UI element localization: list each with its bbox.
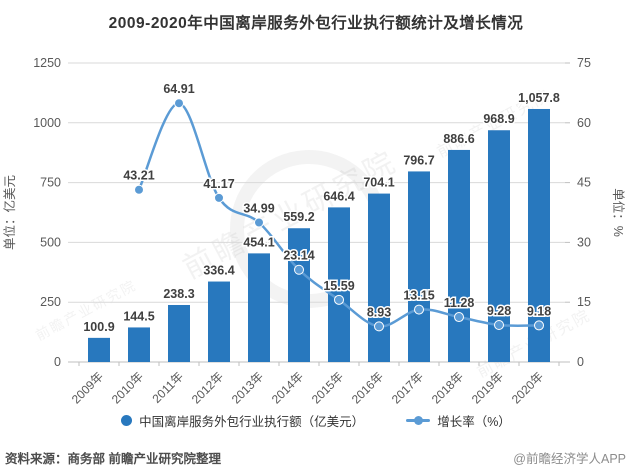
bar-label-2010年: 144.5 xyxy=(123,309,154,323)
line-point-2020年 xyxy=(534,320,544,331)
bar-label-2015年: 646.4 xyxy=(323,189,354,203)
left-axis-tick-label: 500 xyxy=(40,235,61,249)
x-axis-label-2010年: 2010年 xyxy=(109,369,146,406)
bar-2010年 xyxy=(128,327,150,362)
line-label-2018年: 11.28 xyxy=(444,296,475,310)
line-label-2016年: 8.93 xyxy=(367,305,391,319)
line-label-2015年: 15.59 xyxy=(323,279,354,293)
right-axis-tick-label: 0 xyxy=(577,355,584,369)
x-axis-label-2016年: 2016年 xyxy=(349,369,386,406)
x-axis-label-2015年: 2015年 xyxy=(309,369,346,406)
left-axis-title: 单位：亿美元 xyxy=(2,175,17,250)
growth-rate-line xyxy=(137,101,540,328)
line-point-2012年 xyxy=(214,192,224,203)
bar-2018年 xyxy=(448,149,470,362)
legend-item-bar-series[interactable]: 中国离岸服务外包行业执行额（亿美元） xyxy=(121,411,364,430)
bar-label-2018年: 886.6 xyxy=(443,132,474,146)
right-axis-tick-label: 60 xyxy=(577,116,591,130)
line-label-2014年: 23.14 xyxy=(283,249,314,263)
right-axis-title: 单位：% xyxy=(611,188,626,237)
bar-2011年 xyxy=(168,304,190,362)
line-point-2014年 xyxy=(294,264,304,275)
line-label-2012年: 41.17 xyxy=(203,177,234,191)
bar-2015年 xyxy=(328,207,350,362)
left-axis-tick-label: 250 xyxy=(40,295,61,309)
x-axis-label-2011年: 2011年 xyxy=(149,369,186,406)
bar-2012年 xyxy=(208,281,230,362)
chart-title: 2009-2020年中国离岸服务外包行业执行额统计及增长情况 xyxy=(108,15,524,32)
left-axis-tick-label: 750 xyxy=(40,176,61,190)
bar-2016年 xyxy=(368,193,390,362)
chart-legend: 中国离岸服务外包行业执行额（亿美元） 增长率（%） xyxy=(0,411,632,430)
line-label-2011年: 64.91 xyxy=(163,82,194,96)
x-axis-label-2019年: 2019年 xyxy=(469,369,506,406)
line-point-2015年 xyxy=(334,294,344,305)
line-label-2010年: 43.21 xyxy=(123,169,154,183)
left-axis-tick-label: 1000 xyxy=(33,116,61,130)
line-label-2019年: 9.28 xyxy=(487,304,511,318)
brand-credit: @前瞻经济学人APP xyxy=(513,452,626,466)
right-axis-tick-label: 45 xyxy=(577,176,591,190)
bar-2014年 xyxy=(288,228,310,362)
footer: 资料来源：商务部 前瞻产业研究院整理 @前瞻经济学人APP xyxy=(0,448,632,467)
bar-label-2017年: 796.7 xyxy=(403,153,434,167)
source-note: 资料来源：商务部 前瞻产业研究院整理 xyxy=(5,452,221,466)
bar-label-2014年: 559.2 xyxy=(283,210,314,224)
line-point-2010年 xyxy=(134,184,144,195)
bar-series-marker-icon xyxy=(121,415,133,426)
x-axis-label-2018年: 2018年 xyxy=(429,369,466,406)
legend-bar-label: 中国离岸服务外包行业执行额（亿美元） xyxy=(139,415,365,429)
line-point-2016年 xyxy=(374,321,384,332)
x-axis-label-2020年: 2020年 xyxy=(509,369,546,406)
right-axis-tick-label: 30 xyxy=(577,235,591,249)
line-point-2011年 xyxy=(174,98,184,109)
bar-label-2011年: 238.3 xyxy=(163,287,194,301)
right-axis-tick-label: 75 xyxy=(577,56,591,70)
bar-label-2019年: 968.9 xyxy=(483,112,514,126)
left-axis-tick-label: 0 xyxy=(54,355,61,369)
line-point-2013年 xyxy=(254,217,264,228)
x-axis-label-2017年: 2017年 xyxy=(389,369,426,406)
bar-label-2020年: 1,057.8 xyxy=(518,91,560,105)
x-axis-label-2009年: 2009年 xyxy=(69,369,106,406)
bar-2013年 xyxy=(248,253,270,362)
bar-2009年 xyxy=(88,337,110,362)
bar-2020年 xyxy=(528,108,550,362)
right-axis-tick-label: 15 xyxy=(577,295,591,309)
bar-label-2012年: 336.4 xyxy=(203,264,234,278)
legend-item-line-series[interactable]: 增长率（%） xyxy=(406,411,511,430)
bar-label-2016年: 704.1 xyxy=(363,176,394,190)
x-axis-label-2013年: 2013年 xyxy=(229,369,266,406)
bar-label-2013年: 454.1 xyxy=(243,235,274,249)
legend-line-label: 增长率（%） xyxy=(437,415,511,429)
left-axis-tick-label: 1250 xyxy=(33,56,61,70)
bar-label-2009年: 100.9 xyxy=(83,320,114,334)
line-point-2019年 xyxy=(494,320,504,331)
line-point-2018年 xyxy=(454,312,464,323)
line-label-2013年: 34.99 xyxy=(243,202,274,216)
bar-2019年 xyxy=(488,130,510,362)
bar-2017年 xyxy=(408,171,430,362)
x-axis-label-2014年: 2014年 xyxy=(269,369,306,406)
combo-bar-line-chart: 0 250 500 750 1000 1250 0 15 30 45 60 75 单位：亿美元 单位：% 2… xyxy=(2,56,626,406)
line-point-2017年 xyxy=(414,304,424,315)
line-series-marker-icon xyxy=(406,416,431,425)
line-label-2017年: 13.15 xyxy=(403,289,434,303)
line-label-2020年: 9.18 xyxy=(527,304,551,318)
x-axis-label-2012年: 2012年 xyxy=(189,369,226,406)
